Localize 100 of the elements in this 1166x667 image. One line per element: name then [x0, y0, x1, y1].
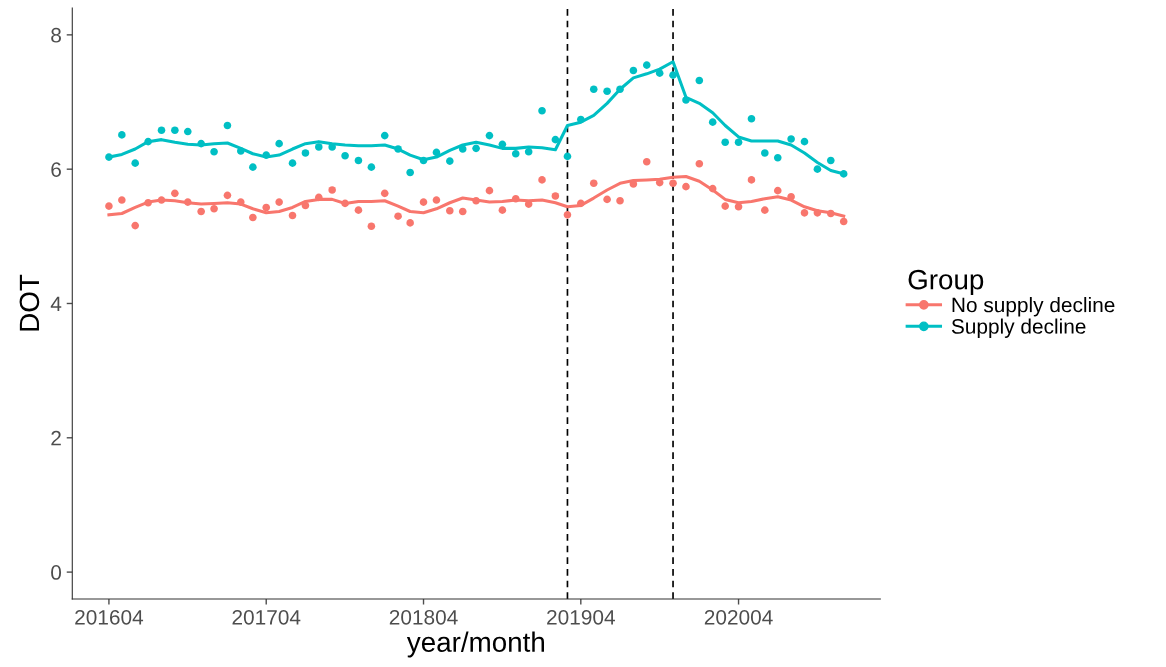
- point: [249, 213, 257, 222]
- point: [734, 138, 743, 147]
- x-tick-label: 201804: [389, 609, 458, 625]
- point: [695, 160, 704, 168]
- x-tick-label: 201704: [232, 609, 301, 625]
- point: [603, 195, 611, 204]
- point: [183, 127, 192, 136]
- point: [341, 199, 349, 208]
- point: [183, 198, 192, 206]
- x-axis-title: year/month: [406, 631, 544, 658]
- x-tick-label: 201904: [547, 609, 615, 625]
- point: [773, 186, 782, 195]
- point: [419, 198, 428, 206]
- point: [511, 194, 520, 203]
- point: [262, 151, 271, 159]
- point: [432, 196, 441, 204]
- point: [472, 144, 480, 153]
- point: [419, 156, 428, 165]
- point: [577, 199, 585, 208]
- point: [144, 137, 152, 146]
- point: [839, 217, 848, 226]
- point: [682, 96, 690, 104]
- point: [301, 149, 310, 157]
- y-tick-label: 2: [51, 430, 61, 446]
- legend-label: No supply decline: [952, 297, 1115, 317]
- point: [341, 151, 349, 160]
- point: [708, 118, 717, 126]
- y-tick-label: 0: [51, 565, 62, 580]
- y-tick-label: 4: [50, 296, 62, 312]
- point: [747, 115, 756, 123]
- point: [157, 196, 166, 204]
- point: [249, 163, 257, 171]
- point: [538, 106, 546, 115]
- x-tick-label: 201604: [75, 609, 144, 625]
- point: [747, 176, 756, 184]
- point: [432, 148, 441, 157]
- point: [485, 131, 494, 140]
- point: [394, 212, 402, 220]
- point: [197, 207, 205, 216]
- point: [262, 203, 271, 212]
- point: [367, 222, 376, 231]
- point: [813, 209, 822, 217]
- point: [551, 192, 560, 200]
- point: [288, 159, 297, 167]
- point: [236, 198, 245, 206]
- point: [118, 131, 126, 139]
- point: [472, 196, 480, 205]
- point: [380, 131, 389, 140]
- point: [524, 147, 533, 156]
- point: [669, 179, 677, 188]
- point: [761, 206, 769, 214]
- point: [642, 61, 651, 69]
- point: [511, 149, 520, 158]
- point: [458, 145, 467, 153]
- point: [301, 201, 310, 210]
- point: [367, 163, 376, 171]
- point: [551, 135, 560, 144]
- point: [446, 207, 454, 215]
- point: [157, 126, 166, 135]
- point: [642, 157, 651, 166]
- point: [563, 211, 572, 219]
- point: [616, 85, 624, 94]
- point: [813, 165, 822, 173]
- point: [236, 147, 245, 155]
- point: [498, 206, 507, 214]
- point: [406, 168, 414, 177]
- point: [682, 182, 690, 191]
- point: [223, 121, 232, 130]
- point: [131, 159, 140, 167]
- point: [406, 219, 414, 227]
- point: [708, 184, 717, 193]
- point: [538, 176, 546, 184]
- point: [380, 189, 389, 198]
- point: [787, 135, 795, 143]
- y-tick-label: 8: [51, 27, 61, 43]
- point: [354, 156, 363, 165]
- point: [589, 85, 598, 94]
- point: [118, 196, 126, 204]
- point: [171, 189, 179, 198]
- point: [314, 193, 323, 202]
- point: [446, 157, 454, 165]
- point: [394, 145, 402, 153]
- point: [669, 71, 677, 79]
- point: [655, 69, 664, 77]
- point: [458, 207, 467, 216]
- point: [616, 196, 624, 205]
- point: [589, 179, 598, 188]
- point: [563, 152, 572, 161]
- point: [800, 209, 809, 217]
- point: [721, 202, 729, 210]
- point: [826, 209, 835, 218]
- point: [171, 126, 179, 135]
- point: [629, 66, 638, 75]
- point: [577, 115, 585, 124]
- point: [288, 211, 297, 220]
- point: [603, 87, 611, 96]
- legend-title: Group: [908, 269, 984, 295]
- point: [210, 147, 218, 156]
- point: [105, 153, 113, 161]
- point: [314, 143, 323, 151]
